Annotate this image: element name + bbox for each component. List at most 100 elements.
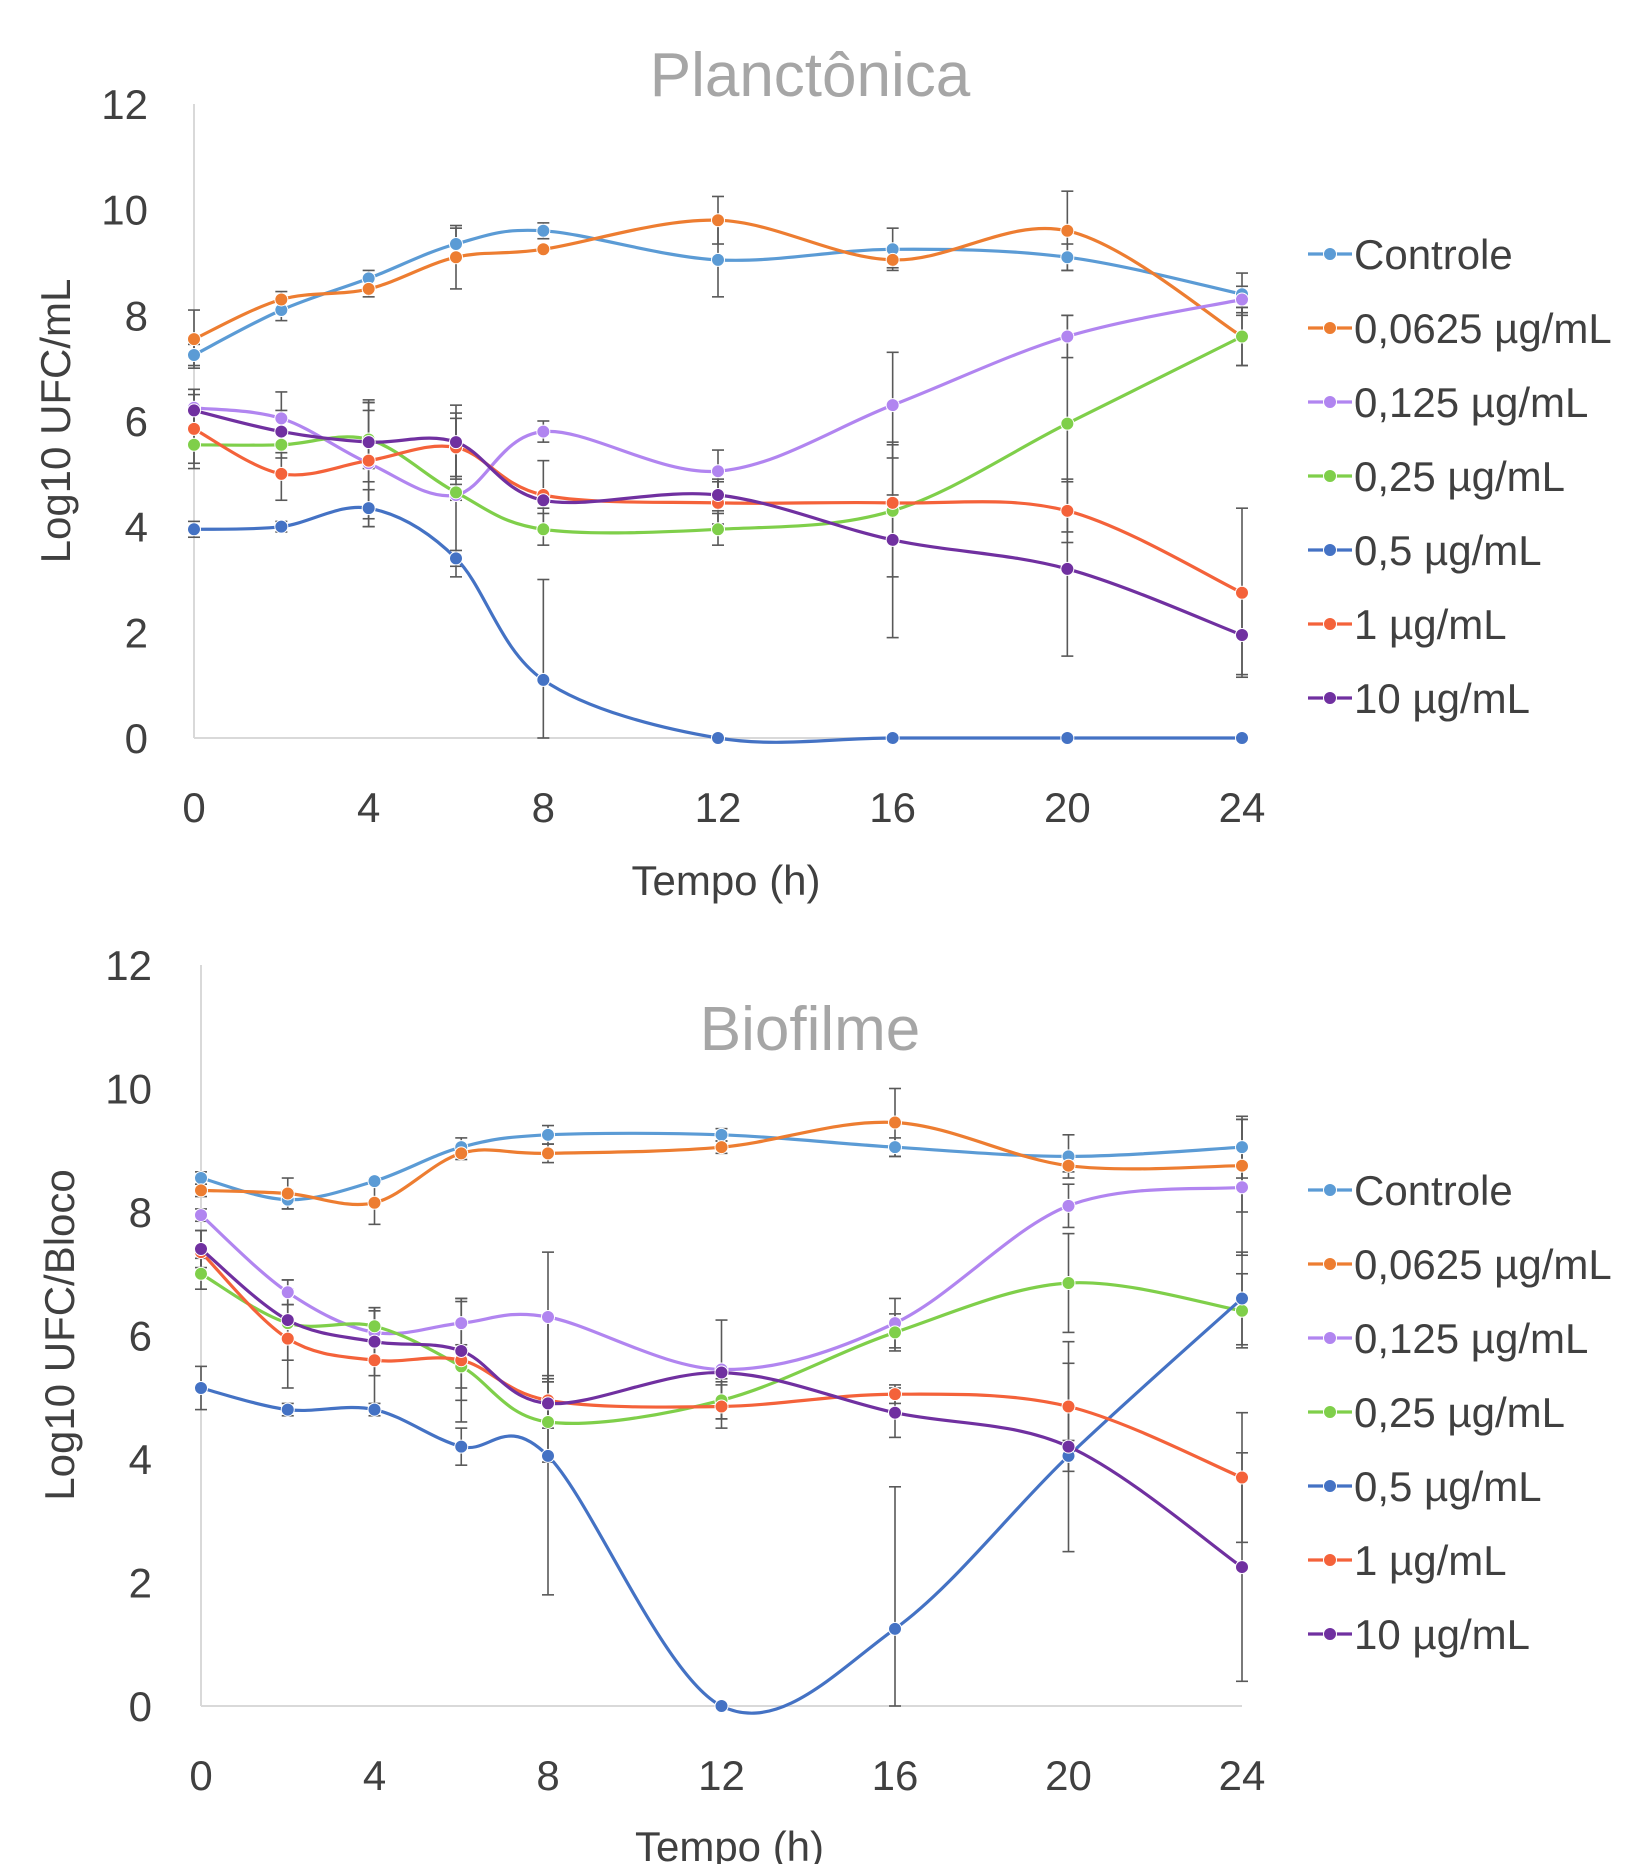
data-point <box>1060 503 1075 518</box>
series-line <box>199 1247 1243 1569</box>
data-point <box>885 398 900 413</box>
x-tick-label: 8 <box>536 1752 559 1799</box>
legend-label: Controle <box>1354 231 1513 278</box>
series-line <box>193 297 1243 498</box>
legend-label: 10 µg/mL <box>1354 675 1530 722</box>
data-point <box>1060 250 1075 265</box>
data-point <box>885 532 900 547</box>
data-point <box>280 1285 295 1300</box>
y-tick-label: 10 <box>105 1066 152 1113</box>
series-6 <box>187 403 1249 642</box>
legend-marker <box>1323 1331 1337 1345</box>
legend-marker <box>1323 1183 1337 1197</box>
data-point <box>1060 416 1075 431</box>
data-point <box>1060 223 1075 238</box>
y-axis-label: Log10 UFC/Bloco <box>36 1169 83 1501</box>
data-point <box>1235 731 1249 745</box>
y-tick-label: 0 <box>125 715 148 762</box>
data-point <box>361 435 376 450</box>
legend-label: 0,25 µg/mL <box>1354 1389 1565 1436</box>
legend-label: 1 µg/mL <box>1354 601 1507 648</box>
legend-marker <box>1323 1257 1337 1271</box>
data-point <box>367 1319 382 1334</box>
data-point <box>274 437 289 452</box>
x-tick-label: 20 <box>1044 784 1091 831</box>
data-point <box>361 501 376 516</box>
data-point <box>187 421 201 436</box>
series-line <box>200 1131 1243 1202</box>
y-tick-label: 12 <box>105 942 152 989</box>
data-point <box>714 1140 729 1155</box>
legend-marker <box>1323 469 1337 483</box>
data-point <box>714 1127 729 1142</box>
data-point <box>541 1146 555 1161</box>
data-point <box>536 424 551 439</box>
data-point <box>449 551 463 566</box>
data-point <box>194 1242 208 1257</box>
x-tick-label: 0 <box>182 784 205 831</box>
data-point <box>367 1402 382 1417</box>
data-point <box>714 1365 729 1380</box>
data-point <box>361 453 376 468</box>
data-point <box>885 495 900 510</box>
data-point <box>1235 1180 1249 1195</box>
series-line <box>193 408 1243 637</box>
y-tick-label: 6 <box>129 1313 152 1360</box>
legend-marker <box>1323 1627 1337 1641</box>
legend-marker <box>1323 691 1337 705</box>
x-tick-label: 24 <box>1219 1752 1266 1799</box>
biofilme-chart: Biofilme 0 2 4 6 8 10 12 0 4 8 12 16 20 24 Tempo (h) Log… <box>0 932 1648 1869</box>
data-point <box>541 1127 555 1142</box>
data-point <box>454 1439 469 1454</box>
x-tick-label: 8 <box>532 784 555 831</box>
data-point <box>1235 1470 1249 1485</box>
data-point <box>274 519 289 534</box>
series-line <box>193 228 1243 357</box>
data-point <box>536 522 551 537</box>
legend-label: 0,0625 µg/mL <box>1354 1241 1612 1288</box>
data-point <box>1060 731 1075 745</box>
data-point <box>888 1405 902 1420</box>
series-0 <box>187 223 1249 362</box>
y-tick-label: 6 <box>125 398 148 445</box>
data-point <box>1061 1158 1076 1173</box>
data-point <box>1061 1399 1076 1414</box>
data-point <box>888 1387 902 1402</box>
data-point <box>367 1195 382 1210</box>
legend-label: 0,125 µg/mL <box>1354 1315 1588 1362</box>
data-point <box>280 1331 295 1346</box>
data-point <box>711 487 725 502</box>
series-line <box>193 505 1242 744</box>
data-point <box>449 237 463 252</box>
data-point <box>541 1414 555 1429</box>
series-2 <box>187 292 1249 502</box>
x-axis-label: Tempo (h) <box>631 857 820 904</box>
data-point <box>711 213 725 228</box>
y-axis-label: Log10 UFC/mL <box>32 279 79 564</box>
legend-label: 0,25 µg/mL <box>1354 453 1565 500</box>
x-tick-label: 16 <box>869 784 916 831</box>
data-point <box>194 1380 208 1395</box>
data-point <box>888 1140 902 1155</box>
data-point <box>1235 292 1249 307</box>
legend-marker <box>1323 321 1337 335</box>
data-point <box>711 464 725 479</box>
legend-label: 10 µg/mL <box>1354 1611 1530 1658</box>
y-tick-label: 4 <box>125 504 148 551</box>
data-point <box>888 1325 902 1340</box>
series-4 <box>187 501 1249 745</box>
data-point <box>454 1146 469 1161</box>
data-point <box>361 281 376 296</box>
data-point <box>541 1448 555 1463</box>
data-point <box>194 1183 208 1198</box>
data-point <box>449 435 463 450</box>
data-point <box>888 1115 902 1130</box>
data-point <box>1235 1158 1249 1173</box>
legend-label: 0,5 µg/mL <box>1354 527 1542 574</box>
y-tick-label: 8 <box>125 292 148 339</box>
data-point <box>1061 1439 1076 1454</box>
legend: Controle 0,0625 µg/mL 0,125 µg/mL 0,25 µg/m… <box>1308 231 1612 722</box>
data-point <box>888 1621 902 1636</box>
data-point <box>274 466 289 481</box>
